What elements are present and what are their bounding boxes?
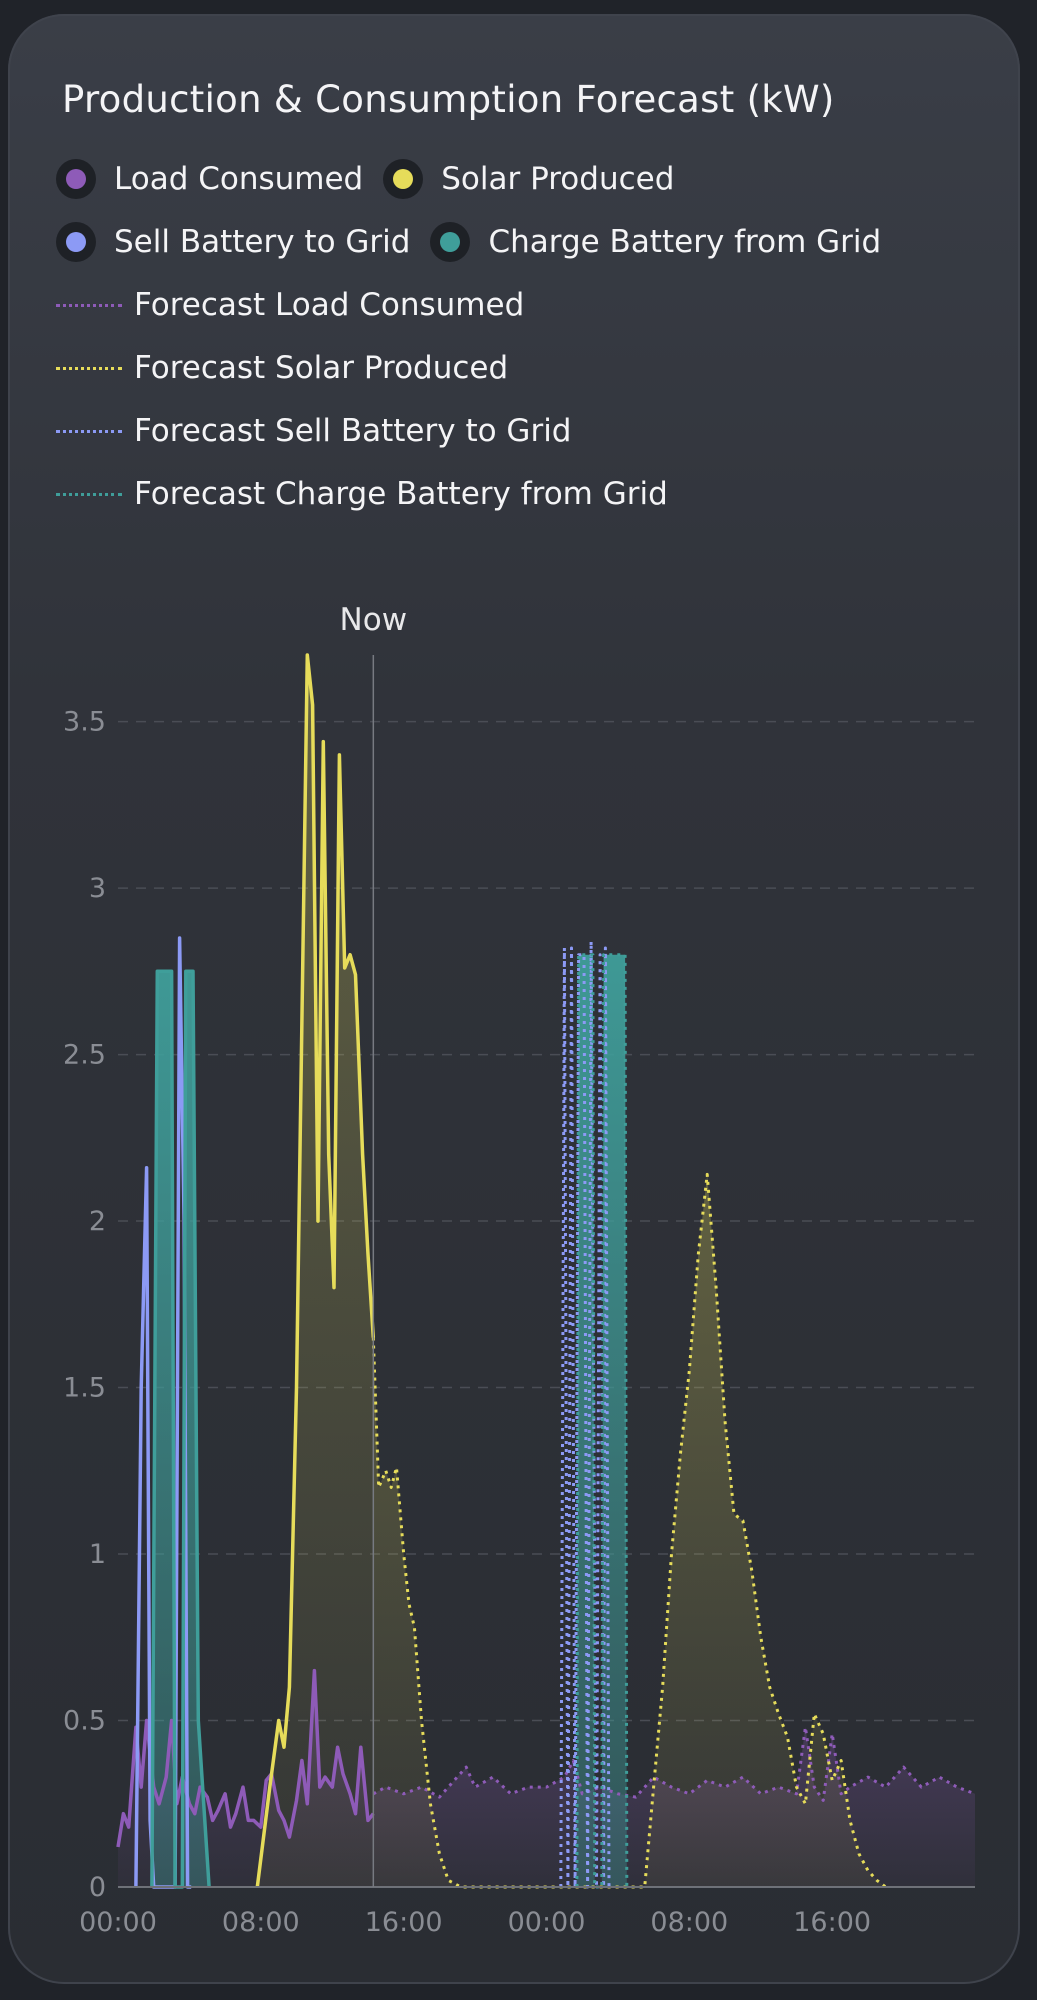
grid-lines	[118, 720, 975, 1722]
y-tick-label: 0.5	[63, 1706, 106, 1737]
legend-dot-icon	[56, 159, 96, 199]
legend-item-forecast-solar[interactable]: Forecast Solar Produced	[56, 343, 508, 393]
legend-label-forecast-load: Forecast Load Consumed	[134, 287, 525, 323]
dotted-line-icon	[56, 492, 122, 496]
legend-label-forecast-charge: Forecast Charge Battery from Grid	[134, 476, 668, 512]
legend-label-forecast-solar: Forecast Solar Produced	[134, 350, 509, 386]
legend-dot-icon	[56, 222, 96, 262]
x-tick-label: 08:00	[222, 1907, 300, 1938]
series-lines	[116, 653, 976, 1889]
legend-label-solar: Solar Produced	[441, 161, 675, 197]
y-tick-label: 2.5	[63, 1040, 106, 1071]
legend-row-1: Load Consumed Solar Produced	[56, 154, 694, 204]
series-fills	[118, 655, 975, 1887]
x-tick-label: 00:00	[508, 1907, 586, 1938]
legend-dot-icon	[430, 222, 471, 262]
y-tick-label: 1	[89, 1539, 106, 1570]
legend-item-charge[interactable]: Charge Battery from Grid	[430, 222, 881, 262]
x-tick-label: 16:00	[365, 1907, 443, 1938]
y-tick-label: 3.5	[63, 707, 106, 738]
series-area-f_solar	[373, 1174, 886, 1887]
y-tick-label: 1.5	[63, 1373, 106, 1404]
y-tick-label: 3	[89, 873, 106, 904]
now-label: Now	[340, 602, 408, 638]
y-tick-label: 0	[89, 1872, 106, 1903]
legend-label-charge: Charge Battery from Grid	[488, 224, 882, 260]
legend-item-forecast-load[interactable]: Forecast Load Consumed	[56, 280, 524, 330]
legend-item-solar[interactable]: Solar Produced	[383, 159, 674, 199]
legend-item-sell[interactable]: Sell Battery to Grid	[56, 222, 410, 262]
series-line-load	[116, 1668, 375, 1848]
series-area-f_charge	[576, 954, 627, 1887]
dotted-line-icon	[56, 366, 122, 370]
legend-item-forecast-sell[interactable]: Forecast Sell Battery to Grid	[56, 406, 571, 456]
legend-row-2: Sell Battery to Grid Charge Battery from…	[56, 217, 901, 267]
x-tick-label: 16:00	[793, 1907, 871, 1938]
dotted-line-icon	[56, 303, 122, 307]
legend-dot-icon	[383, 159, 424, 199]
x-tick-label: 00:00	[79, 1907, 157, 1938]
legend-label-load: Load Consumed	[114, 161, 364, 197]
series-line-solar	[255, 653, 376, 1888]
y-tick-label: 2	[89, 1206, 106, 1237]
dotted-line-icon	[56, 429, 122, 433]
axes: 0 0.5 1 1.5 2 2.5 3 3.5 00:00 08:00 16:00 00:00 08:0…	[63, 602, 975, 1938]
legend-item-forecast-charge[interactable]: Forecast Charge Battery from Grid	[56, 469, 668, 519]
legend-item-load[interactable]: Load Consumed	[56, 159, 363, 199]
series-area-charge	[151, 971, 210, 1887]
x-tick-label: 08:00	[650, 1907, 728, 1938]
chart-title: Production & Consumption Forecast (kW)	[62, 78, 835, 121]
legend-label-sell: Sell Battery to Grid	[114, 224, 411, 260]
series-line-f_solar	[371, 1172, 887, 1889]
legend-label-forecast-sell: Forecast Sell Battery to Grid	[134, 413, 572, 449]
